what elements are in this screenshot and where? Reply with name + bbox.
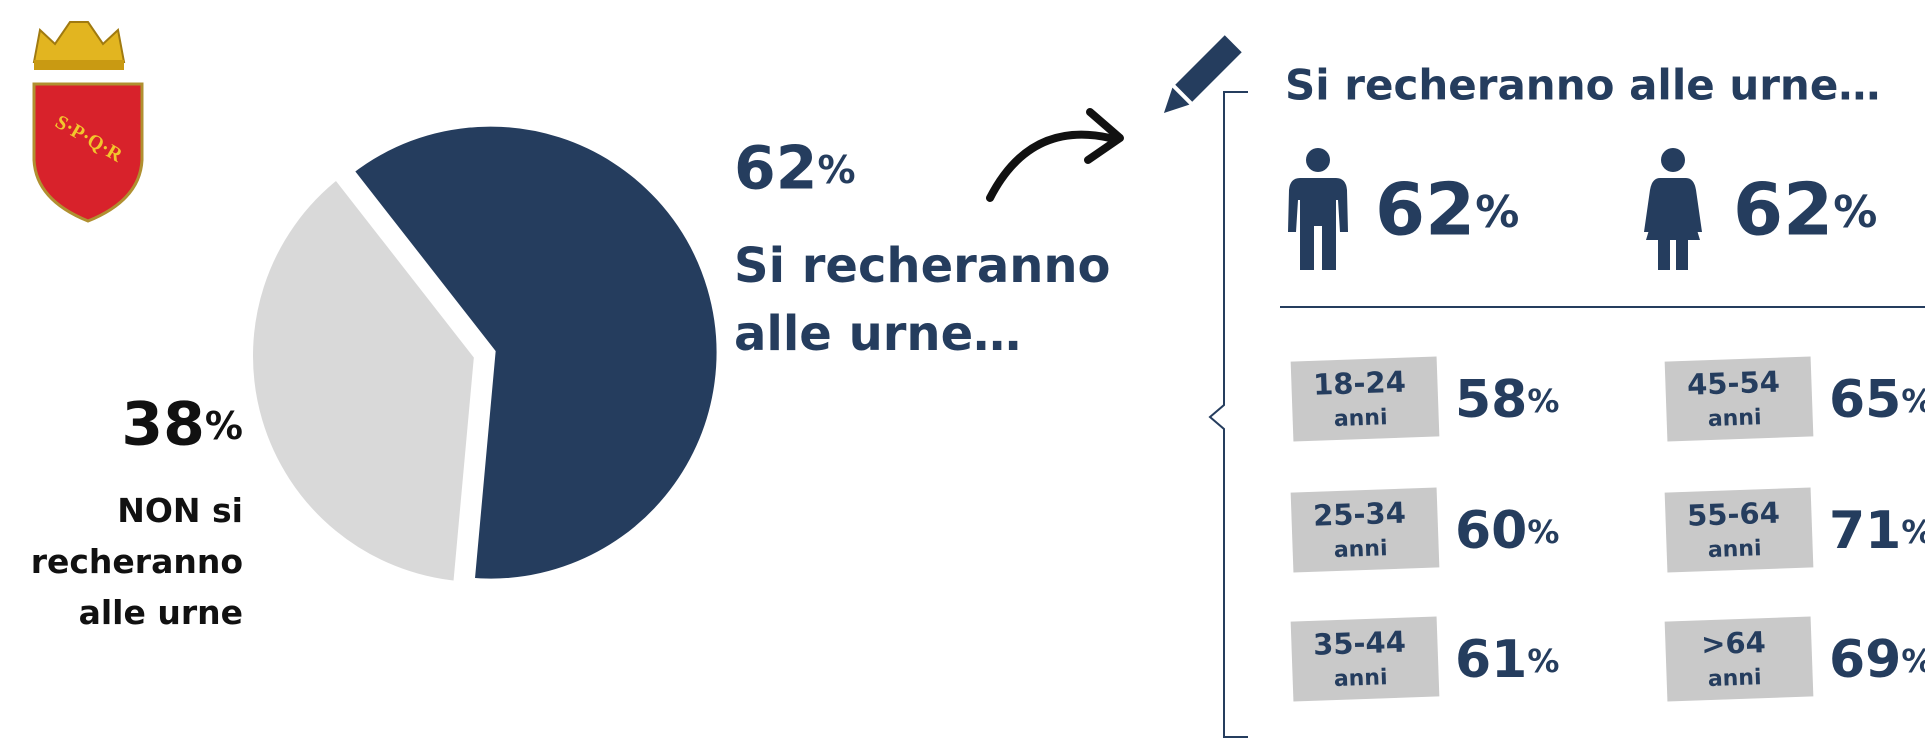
age-range: >64: [1701, 625, 1767, 661]
bracket: [1208, 91, 1248, 738]
category-label: Si recheranno alle urne…: [734, 238, 1111, 363]
woman-icon: [1644, 148, 1702, 270]
age-badge: 25-34 anni: [1290, 487, 1440, 573]
age-unit: anni: [1707, 405, 1762, 432]
age-box: [1664, 487, 1814, 573]
age-unit: anni: [1333, 405, 1388, 432]
category-label: NON si recheranno alle urne: [30, 491, 243, 633]
age-value: 69%: [1829, 630, 1925, 690]
pencil-icon: [1163, 35, 1242, 114]
man-icon: [1288, 148, 1348, 270]
age-value: 65%: [1829, 370, 1925, 430]
age-badge: 45-54 anni: [1664, 356, 1814, 442]
age-range: 18-24: [1313, 365, 1407, 402]
age-unit: anni: [1333, 536, 1388, 563]
gender-value: 62%: [1733, 168, 1877, 252]
value-label: 62%: [734, 134, 856, 204]
emblem: S·P·Q·R: [32, 21, 144, 223]
age-value: 61%: [1455, 630, 1559, 690]
age-box: [1664, 356, 1814, 442]
age-badge: 35-44 anni: [1290, 616, 1440, 702]
age-unit: anni: [1333, 665, 1388, 692]
age-unit: anni: [1707, 665, 1762, 692]
value-label: 38%: [121, 390, 243, 460]
age-badge: 18-24 anni: [1290, 356, 1440, 442]
age-value: 58%: [1455, 370, 1559, 430]
age-box: [1664, 616, 1814, 702]
age-box: [1290, 487, 1440, 573]
age-value: 71%: [1829, 501, 1925, 561]
pie-slice: [243, 166, 485, 592]
age-box: [1290, 616, 1440, 702]
age-unit: anni: [1707, 536, 1762, 563]
age-range: 55-64: [1687, 496, 1781, 533]
age-range: 35-44: [1313, 625, 1407, 662]
gender-value: 62%: [1375, 168, 1519, 252]
pie-slice: [341, 116, 727, 589]
age-value: 60%: [1455, 501, 1559, 561]
age-badge: >64 anni: [1664, 616, 1814, 702]
panel-title: Si recheranno alle urne…: [1285, 61, 1880, 110]
age-badge: 55-64 anni: [1664, 487, 1814, 573]
age-box: [1290, 356, 1440, 442]
age-range: 25-34: [1313, 496, 1407, 533]
age-range: 45-54: [1687, 365, 1781, 402]
